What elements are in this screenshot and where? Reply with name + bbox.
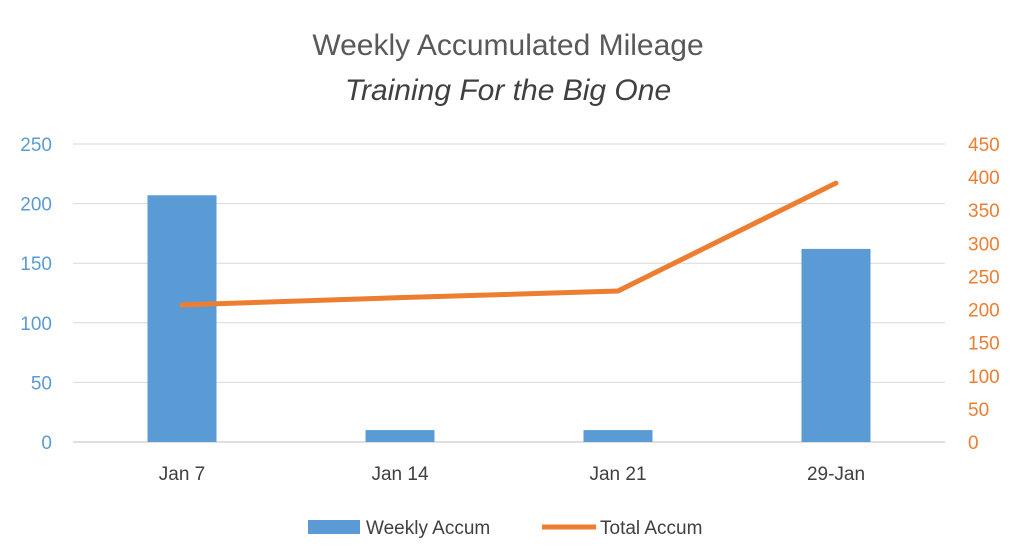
bar <box>801 248 871 442</box>
left-axis-tick-label: 200 <box>20 195 52 216</box>
total-accum-line <box>179 180 839 308</box>
x-axis-tick-label: Jan 7 <box>159 464 205 485</box>
legend-swatch-weekly-accum <box>308 520 360 534</box>
left-axis-tick-label: 0 <box>41 433 52 454</box>
left-axis-ticks: 0 50 100 150 200 250 <box>20 135 52 454</box>
legend: Weekly Accum Total Accum <box>308 518 702 539</box>
right-axis-tick-label: 0 <box>968 433 979 454</box>
legend-label-total-accum: Total Accum <box>600 518 702 539</box>
line-series <box>179 180 839 308</box>
left-axis-tick-label: 150 <box>20 254 52 275</box>
right-axis-tick-label: 300 <box>968 234 1000 255</box>
right-axis-ticks: 0 50 100 150 200 250 300 350 400 450 <box>968 135 1000 454</box>
right-axis-tick-label: 50 <box>968 400 989 421</box>
gridlines <box>73 143 945 443</box>
right-axis-tick-label: 200 <box>968 301 1000 322</box>
x-axis-tick-label: Jan 14 <box>371 464 428 485</box>
right-axis-tick-label: 350 <box>968 201 1000 222</box>
bar-series <box>147 195 871 442</box>
bar <box>365 430 435 442</box>
chart-subtitle: Training For the Big One <box>345 74 671 107</box>
left-axis-tick-label: 250 <box>20 135 52 156</box>
x-axis-ticks: Jan 7 Jan 14 Jan 21 29-Jan <box>159 464 865 485</box>
left-axis-tick-label: 100 <box>20 314 52 335</box>
right-axis-tick-label: 100 <box>968 367 1000 388</box>
bar <box>583 430 653 442</box>
left-axis-tick-label: 50 <box>31 373 52 394</box>
bar <box>147 195 217 442</box>
right-axis-tick-label: 450 <box>968 135 1000 156</box>
chart-title: Weekly Accumulated Mileage <box>312 29 703 62</box>
right-axis-tick-label: 150 <box>968 334 1000 355</box>
right-axis-tick-label: 250 <box>968 267 1000 288</box>
x-axis-tick-label: 29-Jan <box>807 464 865 485</box>
x-axis-tick-label: Jan 21 <box>589 464 646 485</box>
right-axis-tick-label: 400 <box>968 168 1000 189</box>
legend-label-weekly-accum: Weekly Accum <box>366 518 490 539</box>
